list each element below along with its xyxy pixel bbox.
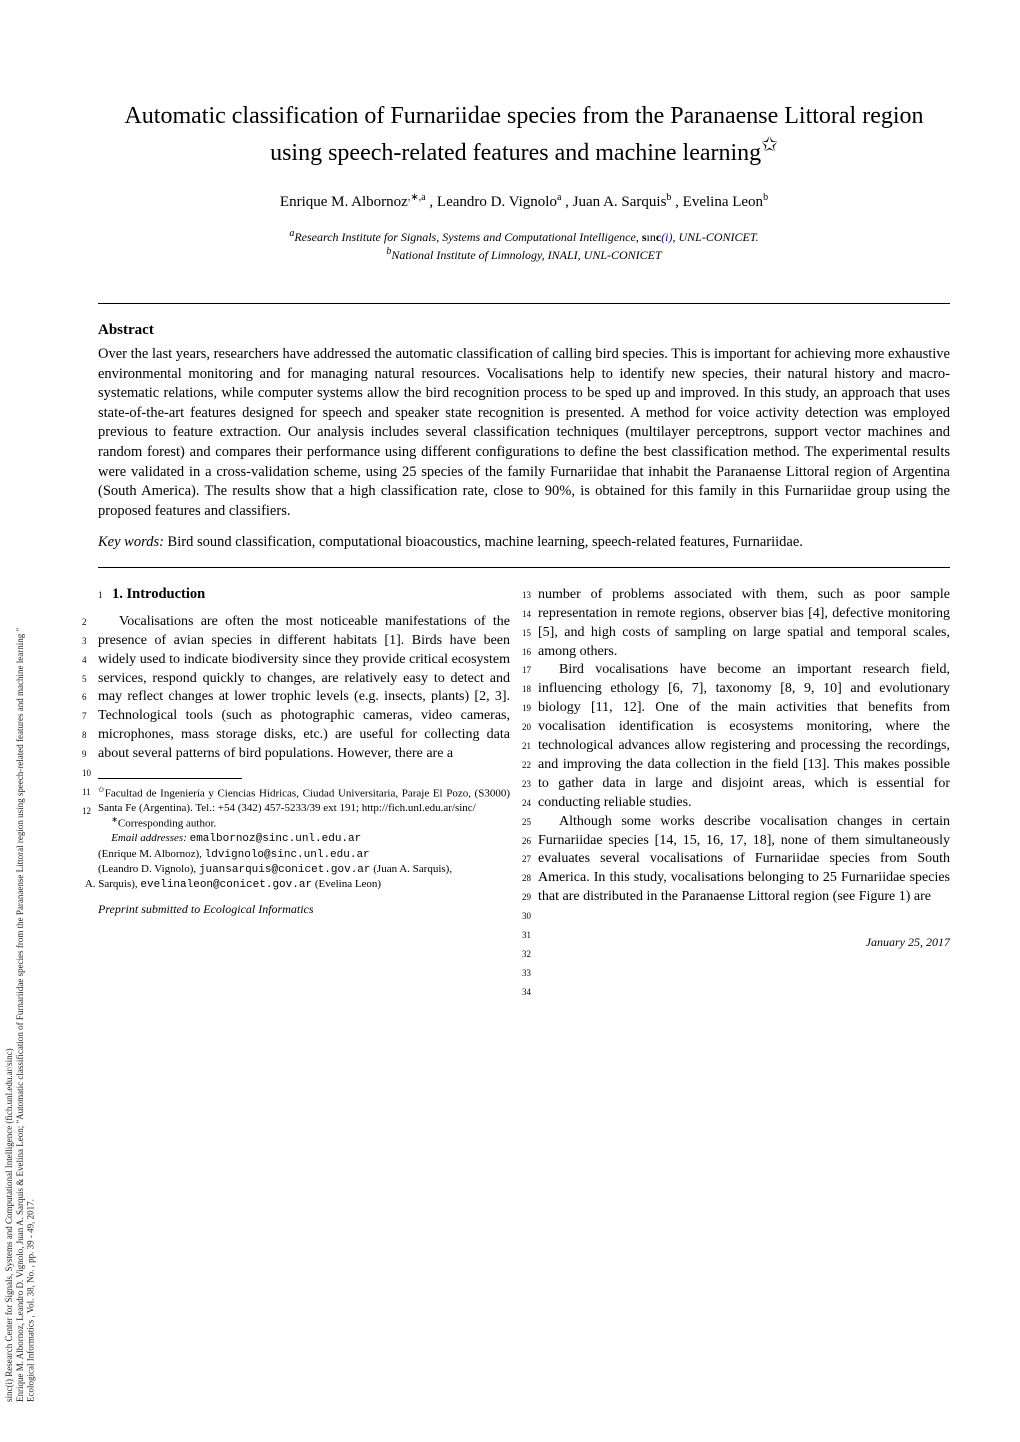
- intro-para-1: Vocalisations are often the most noticea…: [98, 613, 510, 764]
- keywords-label: Key words:: [98, 534, 164, 550]
- email-name-3: (Juan A. Sarquis),: [371, 863, 453, 875]
- rule-bottom: [98, 567, 950, 568]
- abstract-heading: Abstract: [98, 322, 950, 339]
- spine-line-1: sinc(i) Research Center for Signals, Sys…: [4, 40, 15, 1402]
- keywords: Key words: Bird sound classification, co…: [98, 533, 950, 553]
- right-para-2: Bird vocalisations have become an import…: [538, 661, 950, 812]
- sinc-logo-text: sınc: [642, 230, 661, 244]
- paper-title: Automatic classification of Furnariidae …: [98, 100, 950, 170]
- left-text: Vocalisations are often the most noticea…: [98, 613, 510, 764]
- footnote-corresponding: ∗Corresponding author.: [98, 815, 510, 831]
- email-4: evelinaleon@conicet.gov.ar: [140, 879, 312, 891]
- author-3: , Juan A. Sarquis: [565, 194, 666, 210]
- spine-line-2: Enrique M. Albornoz, Leandro D. Vignolo,…: [15, 40, 26, 1402]
- abstract-text: Over the last years, researchers have ad…: [98, 345, 950, 521]
- left-line-numbers: 23456789101112: [82, 613, 91, 821]
- author-4: , Evelina Leon: [675, 194, 763, 210]
- preprint-date-line: January 25, 2017: [538, 935, 950, 950]
- affil-a-tail: , UNL-CONICET.: [673, 230, 759, 244]
- right-column-body: 1314151617181920212223242526272829303132…: [538, 586, 950, 907]
- footnote-ast-text: Corresponding author.: [118, 818, 216, 830]
- email-1: emalbornoz@sinc.unl.edu.ar: [190, 833, 362, 845]
- email-name-4: (Evelina Leon): [312, 878, 381, 890]
- title-text: Automatic classification of Furnariidae …: [124, 103, 923, 166]
- keywords-text: Bird sound classification, computational…: [164, 534, 803, 550]
- preprint-journal: Preprint submitted to Ecological Informa…: [98, 902, 314, 917]
- footnote-emails: Email addresses: emalbornoz@sinc.unl.edu…: [98, 831, 510, 892]
- email-label: Email addresses:: [111, 832, 187, 844]
- page-body: Automatic classification of Furnariidae …: [38, 0, 1020, 980]
- author-3-sup: b: [666, 192, 671, 203]
- lineno-1: 1: [98, 590, 112, 600]
- right-column: 1314151617181920212223242526272829303132…: [538, 586, 950, 950]
- rule-top: [98, 303, 950, 304]
- title-footnote-mark: ✩: [761, 134, 778, 156]
- email-name-2: (Leandro D. Vignolo),: [98, 863, 199, 875]
- two-column-body: 11. Introduction 23456789101112 Vocalisa…: [98, 586, 950, 950]
- spine-line-3: Ecological Informatics , Vol. 38, No. , …: [26, 40, 37, 1402]
- author-4-sup: b: [763, 192, 768, 203]
- author-2: , Leandro D. Vignolo: [429, 194, 557, 210]
- footnote-star-mark: ✩: [98, 785, 105, 794]
- right-text: number of problems associated with them,…: [538, 586, 950, 907]
- footnote-affil: ✩Facultad de Ingeniería y Ciencias Hídri…: [98, 785, 510, 815]
- footnote-ast-mark: ∗: [111, 815, 118, 824]
- footnote-star-text: Facultad de Ingeniería y Ciencias Hídric…: [98, 788, 510, 814]
- preprint-date: January 25, 2017: [866, 935, 950, 950]
- email-3: juansarquis@conicet.gov.ar: [199, 864, 371, 876]
- email-name-1: (Enrique M. Albornoz),: [98, 848, 205, 860]
- email-last-line: A. Sarquis),: [85, 878, 141, 890]
- section-1-heading: 11. Introduction: [98, 586, 510, 603]
- right-para-1: number of problems associated with them,…: [538, 586, 950, 662]
- right-para-3: Although some works describe vocalisatio…: [538, 813, 950, 908]
- right-line-numbers: 1314151617181920212223242526272829303132…: [522, 586, 531, 1002]
- spine-citation: sinc(i) Research Center for Signals, Sys…: [0, 0, 32, 1442]
- author-1: Enrique M. Albornoz: [280, 194, 408, 210]
- author-2-sup: a: [557, 192, 561, 203]
- affil-b: National Institute of Limnology, INALI, …: [391, 248, 661, 262]
- preprint-line: Preprint submitted to Ecological Informa…: [98, 902, 510, 917]
- author-1-sup: ,∗,a: [408, 192, 426, 203]
- footnotes: ✩Facultad de Ingeniería y Ciencias Hídri…: [98, 785, 510, 892]
- sinc-i: (i): [661, 230, 672, 244]
- sec-1-title: 1. Introduction: [112, 586, 205, 602]
- author-line: Enrique M. Albornoz,∗,a , Leandro D. Vig…: [98, 192, 950, 211]
- affiliations: aResearch Institute for Signals, Systems…: [98, 227, 950, 263]
- affil-a: Research Institute for Signals, Systems …: [294, 230, 642, 244]
- left-column-body: 23456789101112 Vocalisations are often t…: [98, 613, 510, 764]
- left-column: 11. Introduction 23456789101112 Vocalisa…: [98, 586, 510, 950]
- email-2: ldvignolo@sinc.unl.edu.ar: [205, 849, 370, 861]
- footnote-separator: [98, 778, 242, 779]
